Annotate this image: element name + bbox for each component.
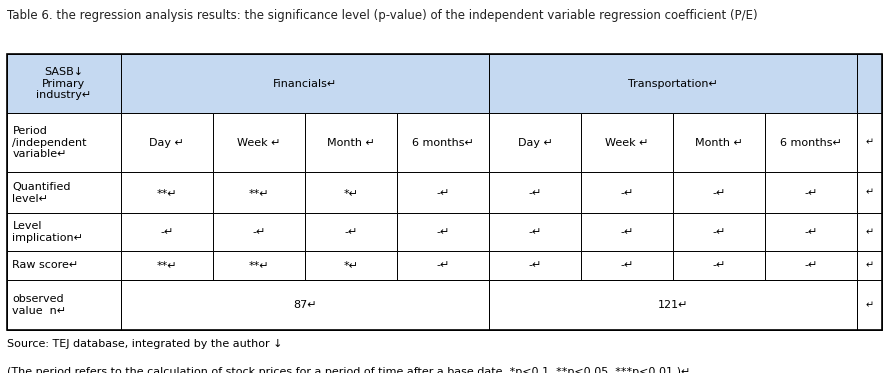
Text: -↵: -↵ — [160, 227, 173, 237]
Text: **↵: **↵ — [249, 188, 269, 198]
Text: Quantified
level↵: Quantified level↵ — [12, 182, 71, 204]
Text: Source: TEJ database, integrated by the author ↓: Source: TEJ database, integrated by the … — [7, 339, 282, 350]
Text: Week ↵: Week ↵ — [237, 138, 281, 148]
Text: 121↵: 121↵ — [658, 300, 688, 310]
Text: Period
/independent
variable↵: Period /independent variable↵ — [12, 126, 87, 159]
Text: Month ↵: Month ↵ — [327, 138, 375, 148]
Text: Table 6. the regression analysis results: the significance level (p-value) of th: Table 6. the regression analysis results… — [7, 9, 757, 22]
Text: Day ↵: Day ↵ — [149, 138, 185, 148]
Text: ↵: ↵ — [866, 188, 874, 198]
Text: observed
value  n↵: observed value n↵ — [12, 294, 67, 316]
Text: **↵: **↵ — [156, 188, 177, 198]
Text: -↵: -↵ — [252, 227, 266, 237]
Text: ↵: ↵ — [866, 260, 874, 270]
Text: ↵: ↵ — [866, 227, 874, 237]
Text: Week ↵: Week ↵ — [606, 138, 649, 148]
Text: 87↵: 87↵ — [293, 300, 317, 310]
Text: -↵: -↵ — [805, 188, 818, 198]
Text: -↵: -↵ — [621, 227, 634, 237]
Text: (The period refers to the calculation of stock prices for a period of time after: (The period refers to the calculation of… — [7, 367, 691, 373]
Text: Month ↵: Month ↵ — [695, 138, 743, 148]
Text: *↵: *↵ — [344, 188, 359, 198]
Text: -↵: -↵ — [528, 188, 542, 198]
Text: -↵: -↵ — [528, 227, 542, 237]
Text: -↵: -↵ — [436, 188, 449, 198]
Text: -↵: -↵ — [712, 227, 725, 237]
Text: -↵: -↵ — [712, 188, 725, 198]
Text: -↵: -↵ — [805, 227, 818, 237]
Text: Financials↵: Financials↵ — [273, 79, 337, 89]
Text: 6 months↵: 6 months↵ — [412, 138, 474, 148]
Text: Level
implication↵: Level implication↵ — [12, 221, 83, 243]
Text: -↵: -↵ — [528, 260, 542, 270]
Text: 6 months↵: 6 months↵ — [781, 138, 842, 148]
Text: Transportation↵: Transportation↵ — [628, 79, 718, 89]
Text: -↵: -↵ — [436, 260, 449, 270]
Text: -↵: -↵ — [712, 260, 725, 270]
Text: -↵: -↵ — [345, 227, 358, 237]
Text: *↵: *↵ — [344, 260, 359, 270]
Text: SASB↓
Primary
industry↵: SASB↓ Primary industry↵ — [36, 67, 91, 100]
Text: ↵: ↵ — [866, 138, 874, 148]
Text: -↵: -↵ — [621, 260, 634, 270]
Text: ↵: ↵ — [866, 300, 874, 310]
Text: Day ↵: Day ↵ — [518, 138, 552, 148]
Text: **↵: **↵ — [249, 260, 269, 270]
Text: -↵: -↵ — [621, 188, 634, 198]
Text: Raw score↵: Raw score↵ — [12, 260, 79, 270]
Text: -↵: -↵ — [805, 260, 818, 270]
Text: **↵: **↵ — [156, 260, 177, 270]
Text: -↵: -↵ — [436, 227, 449, 237]
